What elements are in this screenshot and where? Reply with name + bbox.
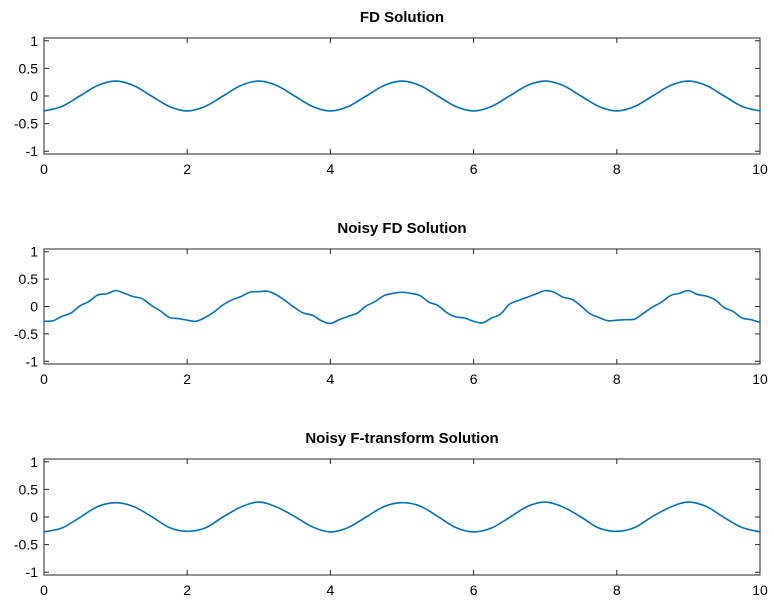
y-tick-label: -0.5 bbox=[14, 326, 38, 342]
chart-title: Noisy F-transform Solution bbox=[305, 430, 498, 447]
x-tick-label: 0 bbox=[40, 582, 48, 598]
x-tick-label: 10 bbox=[752, 161, 768, 177]
x-tick-label: 2 bbox=[183, 582, 191, 598]
x-tick-label: 8 bbox=[613, 161, 621, 177]
x-tick-label: 0 bbox=[40, 161, 48, 177]
x-tick-label: 10 bbox=[752, 582, 768, 598]
y-tick-label: -1 bbox=[26, 564, 39, 580]
y-tick-label: -1 bbox=[26, 353, 39, 369]
y-tick-label: 0 bbox=[30, 299, 38, 315]
y-tick-label: -0.5 bbox=[14, 537, 38, 553]
x-tick-label: 6 bbox=[470, 161, 478, 177]
x-tick-label: 6 bbox=[470, 371, 478, 387]
y-tick-label: 1 bbox=[30, 244, 38, 260]
y-tick-label: 0.5 bbox=[19, 60, 39, 76]
y-tick-label: 1 bbox=[30, 454, 38, 470]
x-tick-label: 8 bbox=[613, 371, 621, 387]
y-tick-label: 0 bbox=[30, 88, 38, 104]
chart-title: FD Solution bbox=[360, 9, 444, 26]
y-tick-label: -1 bbox=[26, 143, 39, 159]
subplot-1: FD Solution 0 2 4 6 8 10 -1 -0.5 0 0.5 1 bbox=[14, 9, 768, 177]
x-tick-label: 8 bbox=[613, 582, 621, 598]
x-tick-label: 4 bbox=[327, 371, 335, 387]
x-tick-label: 4 bbox=[327, 582, 335, 598]
chart-title: Noisy FD Solution bbox=[337, 220, 466, 237]
x-tick-label: 4 bbox=[327, 161, 335, 177]
subplot-2: Noisy FD Solution 0 2 4 6 8 10 -1 -0.5 0 0.5 1 bbox=[14, 220, 768, 387]
y-tick-label: 0.5 bbox=[19, 481, 39, 497]
x-tick-label: 6 bbox=[470, 582, 478, 598]
y-tick-label: -0.5 bbox=[14, 116, 38, 132]
y-tick-label: 0.5 bbox=[19, 271, 39, 287]
y-tick-label: 1 bbox=[30, 33, 38, 49]
x-tick-label: 2 bbox=[183, 161, 191, 177]
x-tick-label: 10 bbox=[752, 371, 768, 387]
x-tick-label: 0 bbox=[40, 371, 48, 387]
x-tick-label: 2 bbox=[183, 371, 191, 387]
y-tick-label: 0 bbox=[30, 509, 38, 525]
